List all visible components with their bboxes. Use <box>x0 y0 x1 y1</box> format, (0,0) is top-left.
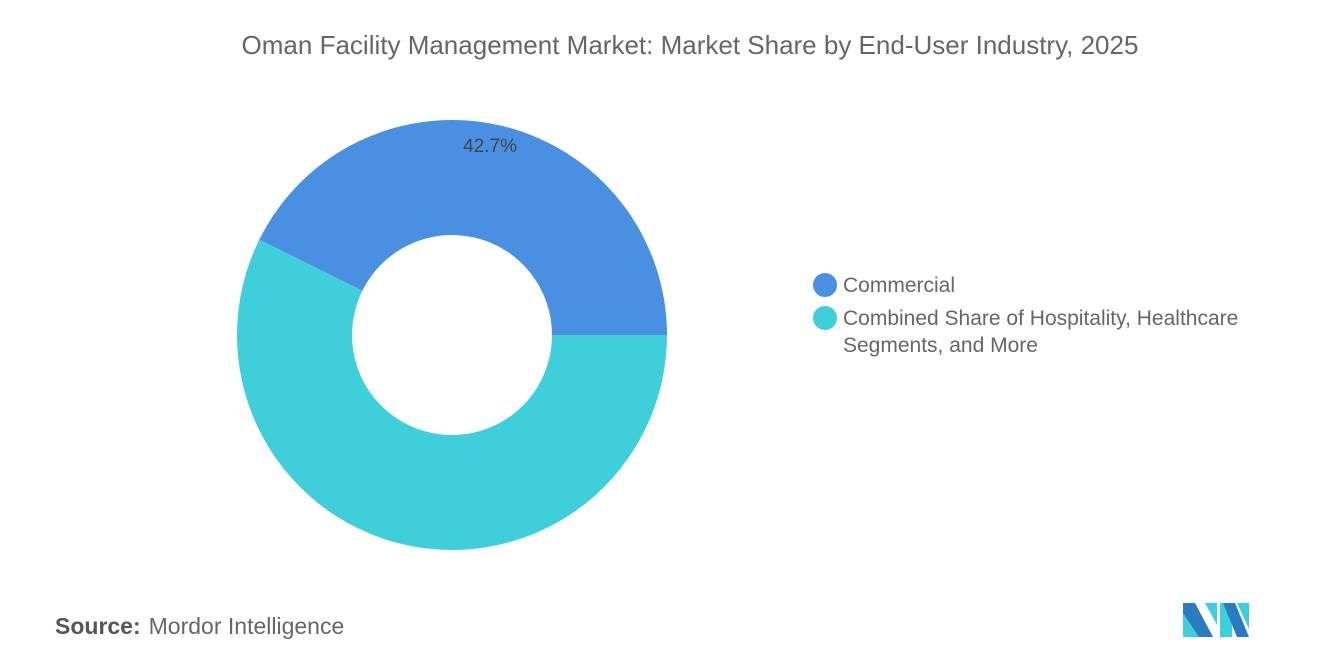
legend-item-combined-share[interactable]: Combined Share of Hospitality, Healthcar… <box>813 305 1293 359</box>
legend-swatch <box>813 273 837 297</box>
legend-swatch <box>813 306 837 330</box>
legend-item-commercial[interactable]: Commercial <box>813 272 1293 299</box>
legend-label: Commercial <box>843 274 956 297</box>
legend-label: Combined Share of Hospitality, Healthcar… <box>843 307 1239 357</box>
mordor-intelligence-logo <box>1183 603 1249 637</box>
source-note: Source: Mordor Intelligence <box>55 613 344 640</box>
slice-1[interactable] <box>237 239 667 550</box>
source-value: Mordor Intelligence <box>148 613 345 639</box>
source-label: Source: <box>55 613 141 639</box>
chart-title: Oman Facility Management Market: Market … <box>241 30 1139 60</box>
slice-label: 42.7% <box>463 136 517 157</box>
slice-0[interactable] <box>259 119 667 335</box>
legend: Commercial Combined Share of Hospitality… <box>813 272 1293 365</box>
